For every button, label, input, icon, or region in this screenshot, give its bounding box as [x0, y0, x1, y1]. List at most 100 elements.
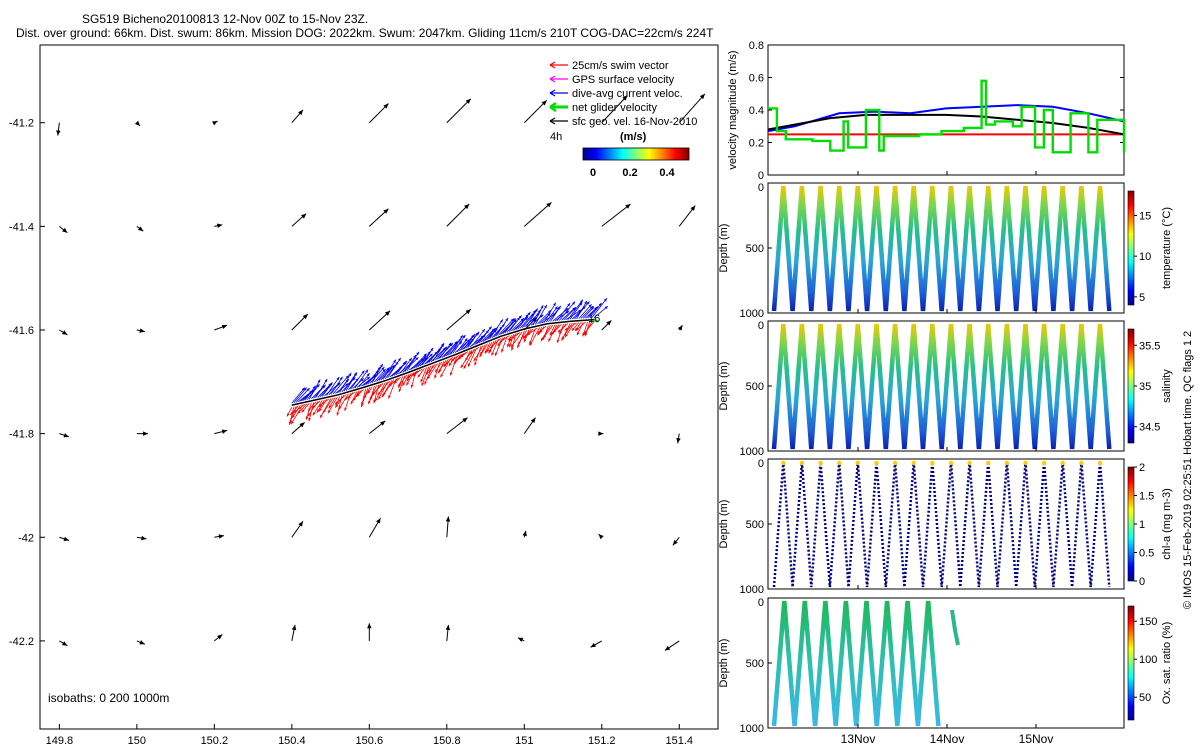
- chla-surface-point: [799, 460, 805, 466]
- swim-vector: [286, 406, 293, 417]
- current-vector: [591, 297, 608, 319]
- salinity-colorbar: [1127, 328, 1135, 444]
- swim-vector: [382, 379, 395, 396]
- swim-vector: [301, 403, 310, 413]
- geo-vector-arrow: [136, 328, 145, 333]
- map-ytick-label: -42.2: [9, 636, 34, 648]
- velocity-ytick-label: 0.6: [749, 73, 764, 85]
- map-ytick-label: -41.4: [9, 221, 34, 233]
- chla-surface-point: [781, 460, 786, 466]
- current-vector: [452, 334, 466, 354]
- chla-surface-point: [967, 460, 972, 466]
- chla-surface-point: [948, 460, 954, 466]
- current-vector: [450, 334, 464, 355]
- swim-vector: [557, 323, 569, 333]
- geo-vector-arrow: [291, 213, 307, 227]
- geo-vector-arrow: [136, 431, 149, 436]
- swim-vector: [328, 397, 336, 409]
- chla-surface-point: [855, 460, 861, 466]
- current-vector: [432, 343, 445, 362]
- temperature-colorbar: [1127, 190, 1135, 306]
- salinity-ylabel: Depth (m): [718, 362, 730, 411]
- geo-vector-arrow: [598, 431, 604, 436]
- geo-vector-arrow: [672, 536, 680, 546]
- current-vector: [367, 366, 381, 385]
- current-vector: [395, 360, 407, 375]
- map-xtick-label: 149.8: [46, 735, 74, 747]
- current-vector: [567, 299, 584, 320]
- geo-vector-arrow: [214, 324, 228, 331]
- current-vector: [421, 347, 434, 366]
- geo-vector-arrow: [590, 640, 603, 648]
- geo-vector-arrow: [677, 324, 683, 331]
- swim-vector: [576, 322, 584, 336]
- current-vector: [556, 302, 571, 321]
- geo-vector-arrow: [291, 624, 297, 642]
- geo-vector-arrow: [522, 530, 527, 538]
- geo-vector-arrow: [136, 225, 144, 232]
- swim-vector: [501, 336, 508, 353]
- geo-vector-arrow: [214, 534, 225, 539]
- temperature-colorbar-label: 10: [1139, 251, 1151, 263]
- geo-vector-arrow: [678, 205, 696, 227]
- swim-vector: [425, 365, 432, 375]
- current-vector: [578, 303, 592, 319]
- current-vector: [369, 366, 385, 384]
- geo-vector-arrow: [601, 203, 631, 227]
- current-vector: [326, 376, 340, 396]
- oxygen-profiles: [771, 600, 941, 727]
- oxygen-colorbar-label: 100: [1139, 654, 1157, 666]
- salinity-colorbar-label: 35.5: [1139, 340, 1160, 352]
- swim-vector: [305, 402, 312, 420]
- geo-vector-arrow: [214, 634, 223, 642]
- chla-panel: 0 500 1000 Depth (m) 0 0.5 1 1.5 2 chl-a (mg m-3): [718, 458, 1173, 596]
- geo-vector-arrow: [368, 517, 381, 538]
- chla-surface-point: [1041, 460, 1047, 466]
- time-label-15nov: 15Nov: [1019, 732, 1054, 746]
- temperature-ylabel: Depth (m): [718, 224, 730, 273]
- isobaths-label: isobaths: 0 200 1000m: [48, 691, 169, 705]
- swim-vector: [469, 346, 480, 355]
- swim-vector: [508, 331, 521, 342]
- swim-vector: [529, 327, 541, 346]
- map-xtick-label: 151.2: [588, 735, 616, 747]
- swim-vector: [561, 322, 573, 340]
- current-vector: [467, 332, 479, 348]
- swim-vector: [297, 403, 308, 414]
- chla-surface-point: [930, 460, 935, 466]
- geo-vector-arrow: [446, 417, 468, 435]
- map-axes-frame: [39, 44, 719, 730]
- temperature-colorbar-label: 15: [1139, 210, 1151, 222]
- geo-vector-arrow: [136, 535, 147, 541]
- net-glider-vector: [593, 318, 599, 323]
- chla-colorbar-label: 1.5: [1139, 491, 1154, 503]
- track-line: [291, 318, 595, 406]
- track-end-label: 16: [588, 313, 600, 325]
- figure-subtitle: Dist. over ground: 66km. Dist. swum: 86k…: [16, 26, 714, 40]
- oxygen-ytick-label: 0: [758, 597, 764, 609]
- geo-vector-arrow: [59, 640, 68, 647]
- velocity-ytick-label: 0.4: [749, 105, 764, 117]
- current-vector: [456, 338, 468, 353]
- current-vector: [439, 342, 452, 359]
- swim-vector: [444, 357, 453, 366]
- geo-vector-arrow: [664, 640, 680, 651]
- current-vector: [517, 311, 531, 330]
- oxygen-colorbar: [1127, 605, 1135, 721]
- current-vector: [350, 370, 365, 390]
- current-vector: [295, 387, 311, 403]
- swim-vector: [291, 404, 301, 419]
- chla-colorbar-label: 0.5: [1139, 548, 1154, 560]
- sfc-geo-vector-field: [56, 93, 706, 651]
- current-vector: [498, 318, 515, 336]
- swim-vector: [574, 322, 582, 332]
- geo-vector-arrow: [446, 308, 472, 331]
- current-vector: [308, 379, 321, 400]
- temperature-profiles: [771, 185, 1112, 312]
- geo-vector-arrow: [601, 95, 628, 124]
- current-vector: [417, 350, 431, 368]
- swim-vector: [343, 391, 356, 401]
- map-xtick-label: 150.4: [278, 735, 306, 747]
- geo-vector-arrow: [446, 98, 472, 124]
- chla-surface-point: [1023, 460, 1028, 466]
